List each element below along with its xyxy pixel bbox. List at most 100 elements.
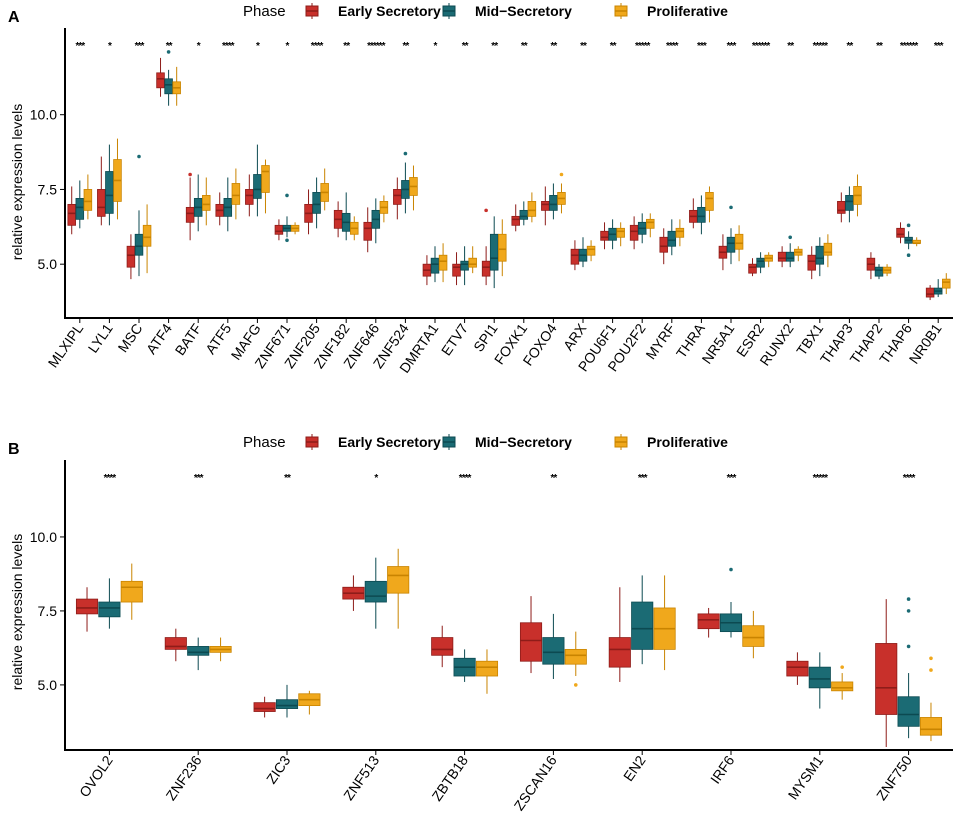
- box-early: [748, 263, 757, 274]
- panel-b-legend: Phase Early Secretory Mid−Secretory Prolife…: [243, 434, 728, 451]
- significance-label: ******: [752, 41, 770, 52]
- x-tick-label: LYL1: [85, 320, 116, 355]
- significance-label: ***: [697, 41, 707, 52]
- x-tick-label: ZBTB18: [428, 752, 471, 803]
- box-mid: [489, 233, 499, 271]
- box-prolif: [742, 625, 765, 647]
- gene-group-znf205: ZNF205****: [281, 41, 329, 371]
- gene-group-myrf: MYRF ****: [642, 41, 685, 362]
- box-prolif: [527, 201, 537, 217]
- significance-label: ****: [311, 41, 324, 52]
- significance-label: *: [286, 41, 290, 52]
- box-early: [697, 613, 720, 630]
- box-prolif: [675, 227, 685, 238]
- box-early: [837, 201, 846, 214]
- box-early: [481, 260, 491, 277]
- y-tick-label: 5.0: [38, 256, 58, 272]
- legend-entry-label: Early Secretory: [338, 434, 441, 450]
- panel-a-label: A: [8, 9, 20, 26]
- box-mid: [105, 171, 114, 214]
- y-tick-label: 7.5: [38, 181, 58, 197]
- box-mid: [364, 580, 387, 603]
- box-mid: [164, 78, 173, 95]
- x-tick-label: ZSCAN16: [511, 752, 560, 813]
- gene-group-zscan16: ZSCAN16 **: [511, 473, 587, 813]
- gene-group-en2: EN2 ***: [608, 473, 676, 784]
- box-mid: [460, 260, 469, 271]
- x-tick-label: MSC: [114, 321, 145, 356]
- outlier-point: [906, 644, 911, 649]
- gene-group-thra: THRA***: [673, 41, 714, 361]
- box-early: [245, 189, 254, 205]
- box-mid: [549, 195, 558, 211]
- significance-label: ****: [104, 473, 117, 484]
- outlier-point: [137, 154, 141, 159]
- panel-b-axes: 5.0 7.5 10.0: [30, 460, 953, 751]
- gene-group-znf236: ZNF236 ***: [163, 473, 232, 803]
- legend-entry-label: Mid−Secretory: [475, 3, 572, 19]
- significance-label: **: [462, 41, 469, 52]
- box-prolif: [942, 278, 951, 289]
- x-tick-label: IRF6: [707, 752, 738, 786]
- box-early: [185, 206, 195, 223]
- significance-label: **: [403, 41, 410, 52]
- significance-label: *: [434, 41, 438, 52]
- outlier-point: [285, 238, 289, 243]
- box-mid: [253, 174, 262, 199]
- box-mid: [275, 699, 299, 709]
- box-early: [925, 287, 935, 298]
- gene-group-zbtb18: ZBTB18 ****: [428, 473, 499, 804]
- gene-group-tbx1: TBX1*****: [793, 41, 833, 358]
- significance-label: **: [580, 41, 587, 52]
- significance-label: ****: [903, 473, 916, 484]
- box-early: [519, 622, 543, 662]
- box-mid: [726, 236, 736, 253]
- significance-label: *: [197, 41, 201, 52]
- significance-label: *: [256, 41, 260, 52]
- box-early: [253, 702, 276, 712]
- gene-group-spi1: SPI1**: [470, 41, 507, 355]
- box-mid: [631, 601, 654, 650]
- gene-group-mysm1: MYSM1 *****: [785, 473, 854, 803]
- box-early: [786, 660, 809, 677]
- box-prolif: [142, 224, 152, 247]
- box-prolif: [616, 227, 625, 238]
- significance-label: **: [284, 473, 291, 484]
- box-prolif: [120, 580, 143, 603]
- box-early: [431, 637, 454, 656]
- significance-label: ****: [666, 41, 679, 52]
- box-prolif: [823, 242, 833, 256]
- box-mid: [430, 257, 440, 274]
- box-early: [629, 224, 639, 241]
- panel-a-axes: 5.0 7.5 10.0: [30, 28, 953, 319]
- box-prolif: [734, 233, 744, 250]
- box-early: [156, 72, 165, 89]
- gene-group-znf524: ZNF524**: [370, 41, 418, 371]
- box-mid: [187, 646, 210, 656]
- box-prolif: [83, 189, 93, 211]
- box-early: [75, 598, 99, 615]
- box-early: [807, 254, 816, 271]
- legend-title: Phase: [243, 3, 286, 20]
- box-mid: [785, 251, 795, 262]
- box-mid: [98, 601, 121, 618]
- outlier-point: [484, 208, 488, 213]
- legend-entry-label: Proliferative: [647, 3, 728, 19]
- box-prolif: [919, 717, 943, 736]
- gene-group-atf4: ATF4 **: [143, 41, 181, 357]
- significance-label: *****: [813, 41, 829, 52]
- significance-label: **: [787, 41, 794, 52]
- outlier-point: [729, 205, 733, 210]
- legend-entry-label: Early Secretory: [338, 3, 441, 19]
- box-mid: [874, 266, 884, 277]
- box-early: [126, 245, 136, 268]
- gene-group-runx2: RUNX2**: [756, 41, 803, 369]
- gene-group-irf6: IRF6 ***: [697, 473, 765, 787]
- y-tick-label: 10.0: [30, 107, 57, 123]
- box-early: [896, 227, 905, 238]
- significance-label: **: [847, 41, 854, 52]
- gene-group-znf750: ZNF750 ****: [873, 473, 943, 803]
- box-prolif: [475, 660, 499, 677]
- legend-title: Phase: [243, 434, 286, 451]
- box-mid: [756, 257, 765, 268]
